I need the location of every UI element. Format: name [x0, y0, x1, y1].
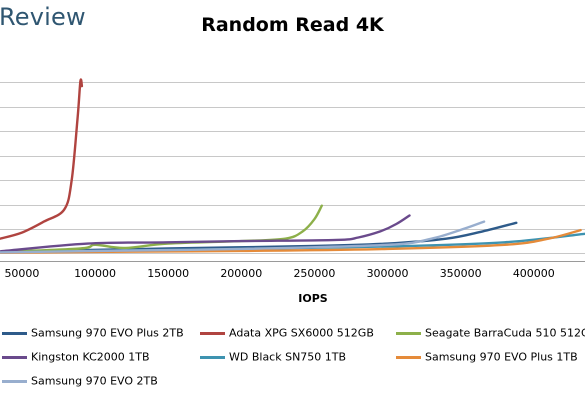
- legend-swatch: [200, 331, 225, 335]
- x-tick-label: 150000: [147, 267, 189, 280]
- series-line-7: [0, 220, 486, 254]
- legend-swatch: [396, 331, 421, 335]
- chart-legend: Samsung 970 EVO Plus 2TB Adata XPG SX6000…: [0, 322, 585, 401]
- x-tick-label: 50000: [4, 267, 39, 280]
- grid-lines: [0, 82, 585, 262]
- legend-label: Samsung 970 EVO Plus 1TB: [425, 350, 578, 364]
- x-axis-ticks: 50000 100000 150000 200000 250000 300000 35000…: [4, 267, 554, 280]
- series-line-4: [0, 214, 411, 253]
- legend-label: Adata XPG SX6000 512GB: [229, 326, 374, 340]
- brand-logo-text: Review: [0, 3, 86, 31]
- legend-label: Samsung 970 EVO 2TB: [31, 374, 158, 388]
- legend-label: Samsung 970 EVO Plus 2TB: [31, 326, 184, 340]
- x-tick-label: 300000: [367, 267, 409, 280]
- x-tick-label: 350000: [440, 267, 482, 280]
- x-axis-label: IOPS: [298, 292, 328, 305]
- legend-swatch: [2, 379, 27, 383]
- x-tick-label: 200000: [220, 267, 262, 280]
- legend-swatch: [2, 331, 27, 335]
- legend-label: Kingston KC2000 1TB: [31, 350, 150, 364]
- legend-swatch: [2, 355, 27, 359]
- series-line-3: [0, 204, 323, 254]
- legend-label: Seagate BarraCuda 510 512GB: [425, 326, 585, 340]
- legend-item: Samsung 970 EVO Plus 2TB: [2, 326, 184, 342]
- legend-item: Seagate BarraCuda 510 512GB: [396, 326, 585, 342]
- series-lines: [0, 78, 585, 254]
- legend-swatch: [396, 355, 421, 359]
- chart-title: Random Read 4K: [201, 14, 384, 36]
- legend-swatch: [200, 355, 225, 359]
- series-line-2: [0, 78, 84, 240]
- x-tick-label: 100000: [74, 267, 116, 280]
- legend-item: Adata XPG SX6000 512GB: [200, 326, 374, 342]
- x-tick-label: 250000: [293, 267, 335, 280]
- legend-label: WD Black SN750 1TB: [229, 350, 347, 364]
- legend-item: Kingston KC2000 1TB: [2, 350, 150, 366]
- legend-item: Samsung 970 EVO Plus 1TB: [396, 350, 578, 366]
- chart-plot: 50000 100000 150000 200000 250000 300000 35000…: [0, 78, 585, 305]
- legend-item: Samsung 970 EVO 2TB: [2, 374, 158, 390]
- x-tick-label: 400000: [513, 267, 555, 280]
- legend-item: WD Black SN750 1TB: [200, 350, 346, 366]
